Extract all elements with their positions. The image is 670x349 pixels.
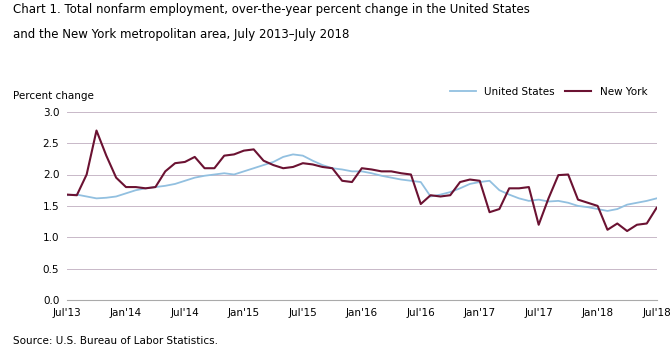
Text: Percent change: Percent change bbox=[13, 91, 94, 101]
Legend: United States, New York: United States, New York bbox=[446, 83, 651, 101]
New York bbox=[210, 166, 218, 170]
United States bbox=[200, 174, 208, 178]
United States bbox=[289, 152, 297, 156]
United States bbox=[653, 196, 661, 200]
New York bbox=[191, 155, 199, 159]
United States bbox=[387, 176, 395, 180]
Line: United States: United States bbox=[67, 154, 657, 211]
New York bbox=[653, 206, 661, 210]
United States bbox=[427, 194, 435, 199]
United States bbox=[181, 179, 189, 183]
New York bbox=[279, 166, 287, 170]
Text: Source: U.S. Bureau of Labor Statistics.: Source: U.S. Bureau of Labor Statistics. bbox=[13, 335, 218, 346]
United States bbox=[269, 160, 277, 164]
United States bbox=[604, 209, 612, 213]
New York bbox=[63, 193, 71, 197]
Text: Chart 1. Total nonfarm employment, over-the-year percent change in the United St: Chart 1. Total nonfarm employment, over-… bbox=[13, 3, 530, 16]
New York bbox=[427, 193, 435, 197]
New York bbox=[387, 169, 395, 173]
New York bbox=[584, 201, 592, 205]
New York bbox=[92, 128, 100, 133]
United States bbox=[584, 205, 592, 209]
Text: and the New York metropolitan area, July 2013–July 2018: and the New York metropolitan area, July… bbox=[13, 28, 350, 41]
United States bbox=[63, 193, 71, 197]
Line: New York: New York bbox=[67, 131, 657, 231]
New York bbox=[623, 229, 631, 233]
